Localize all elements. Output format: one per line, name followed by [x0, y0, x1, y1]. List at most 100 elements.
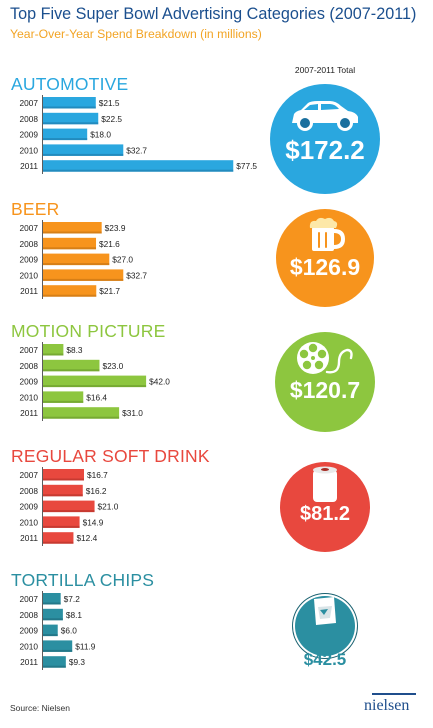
total-column-header: 2007-2011 Total [294, 65, 356, 75]
bar-shadow [43, 665, 66, 668]
bar-value-label: $32.7 [126, 145, 147, 155]
bar-value-label: $21.7 [99, 286, 120, 296]
bar-shadow [43, 294, 97, 297]
category-total: $81.2 [299, 503, 351, 526]
bar-value-label: $6.0 [61, 626, 78, 636]
bar [43, 407, 120, 419]
category-total: $126.9 [289, 253, 361, 280]
bar-shadow [43, 400, 84, 403]
film-reel-icon [297, 342, 353, 374]
bar-chart: 2007 $16.7 2008 $16.2 2009 $21.0 2010 $14.9 2011… [20, 467, 119, 546]
total-badge: $42.5 [295, 596, 355, 669]
total-badge: $120.7 [275, 332, 375, 432]
year-tick-label: 2007 [20, 98, 39, 108]
bar-shadow [43, 122, 99, 125]
bar-value-label: $31.0 [122, 408, 143, 418]
year-tick-label: 2007 [20, 223, 39, 233]
bar-chart: 2007 $21.5 2008 $22.5 2009 $18.0 2010 $32.7 2011… [20, 95, 257, 174]
bar-value-label: $14.9 [83, 517, 104, 527]
total-badge: $172.2 [270, 84, 380, 194]
bar [43, 608, 63, 621]
year-tick-label: 2011 [20, 533, 38, 543]
year-tick-label: 2007 [20, 345, 39, 355]
year-tick-label: 2008 [20, 610, 39, 620]
bar [43, 640, 73, 652]
year-tick-label: 2009 [20, 502, 39, 512]
bar [43, 344, 64, 356]
category-title: MOTION PICTURE [11, 321, 166, 341]
year-tick-label: 2011 [20, 161, 38, 171]
bar-shadow [43, 525, 80, 528]
category-total: $172.2 [285, 134, 365, 165]
bar-shadow [43, 510, 95, 513]
year-tick-label: 2009 [20, 377, 39, 387]
year-tick-label: 2010 [20, 392, 39, 402]
bar [43, 500, 95, 513]
page-subtitle: Year-Over-Year Spend Breakdown (in milli… [10, 27, 262, 41]
bar [43, 391, 84, 403]
bar-shadow [43, 416, 120, 419]
bar-value-label: $77.5 [236, 161, 257, 171]
bar-value-label: $7.2 [64, 594, 81, 604]
bar [43, 128, 88, 141]
page-title: Top Five Super Bowl Advertising Categori… [10, 5, 417, 23]
category-title: TORTILLA CHIPS [11, 570, 155, 590]
bar [43, 375, 147, 388]
bar-shadow [43, 618, 63, 621]
bar-value-label: $9.3 [69, 657, 86, 667]
bar [43, 97, 96, 109]
category-title: AUTOMOTIVE [11, 74, 129, 94]
bar [43, 112, 99, 125]
chip-bag-icon [314, 597, 336, 625]
year-tick-label: 2008 [20, 239, 39, 249]
year-tick-label: 2010 [20, 641, 39, 651]
bar-shadow [43, 263, 110, 266]
bar-chart: 2007 $7.2 2008 $8.1 2009 $6.0 2010 $11.9 2011 $9.… [20, 591, 96, 670]
bar-chart: 2007 $23.9 2008 $21.6 2009 $27.0 2010 $32.7 2011… [20, 220, 147, 299]
bar [43, 532, 74, 544]
bar [43, 253, 110, 266]
category-total: $120.7 [289, 376, 361, 403]
bar-value-label: $8.3 [66, 345, 83, 355]
bar [43, 222, 102, 234]
bar-shadow [43, 353, 64, 356]
bar-value-label: $23.0 [102, 361, 123, 371]
bar-shadow [43, 369, 100, 372]
bar-value-label: $16.4 [86, 392, 107, 402]
bar-value-label: $21.5 [99, 98, 120, 108]
brand-logo-mark [372, 693, 416, 695]
bar-shadow [43, 278, 124, 281]
bar [43, 160, 234, 172]
bar-value-label: $21.0 [98, 502, 119, 512]
year-tick-label: 2009 [20, 130, 39, 140]
bar-value-label: $18.0 [90, 130, 111, 140]
bar-shadow [43, 602, 61, 605]
bar [43, 144, 124, 156]
bar-shadow [43, 138, 88, 141]
total-badge: $81.2 [280, 462, 370, 552]
bar-shadow [43, 649, 73, 652]
bar-value-label: $42.0 [149, 377, 170, 387]
year-tick-label: 2007 [20, 594, 39, 604]
bar [43, 484, 83, 497]
bar-shadow [43, 231, 102, 234]
bar-value-label: $23.9 [105, 223, 126, 233]
category-title: REGULAR SOFT DRINK [11, 446, 210, 466]
bar [43, 285, 97, 297]
bar-shadow [43, 153, 124, 156]
year-tick-label: 2011 [20, 286, 38, 296]
bar [43, 656, 66, 668]
bar-value-label: $27.0 [112, 255, 133, 265]
year-tick-label: 2008 [20, 361, 39, 371]
bar [43, 359, 100, 372]
year-tick-label: 2009 [20, 626, 39, 636]
bar [43, 237, 97, 250]
bar [43, 624, 58, 637]
bar-shadow [43, 169, 234, 172]
bar [43, 269, 124, 281]
bar-value-label: $16.2 [86, 486, 107, 496]
bar-value-label: $21.6 [99, 239, 120, 249]
bar-shadow [43, 106, 96, 109]
bar-shadow [43, 634, 58, 637]
bar-shadow [43, 541, 74, 544]
